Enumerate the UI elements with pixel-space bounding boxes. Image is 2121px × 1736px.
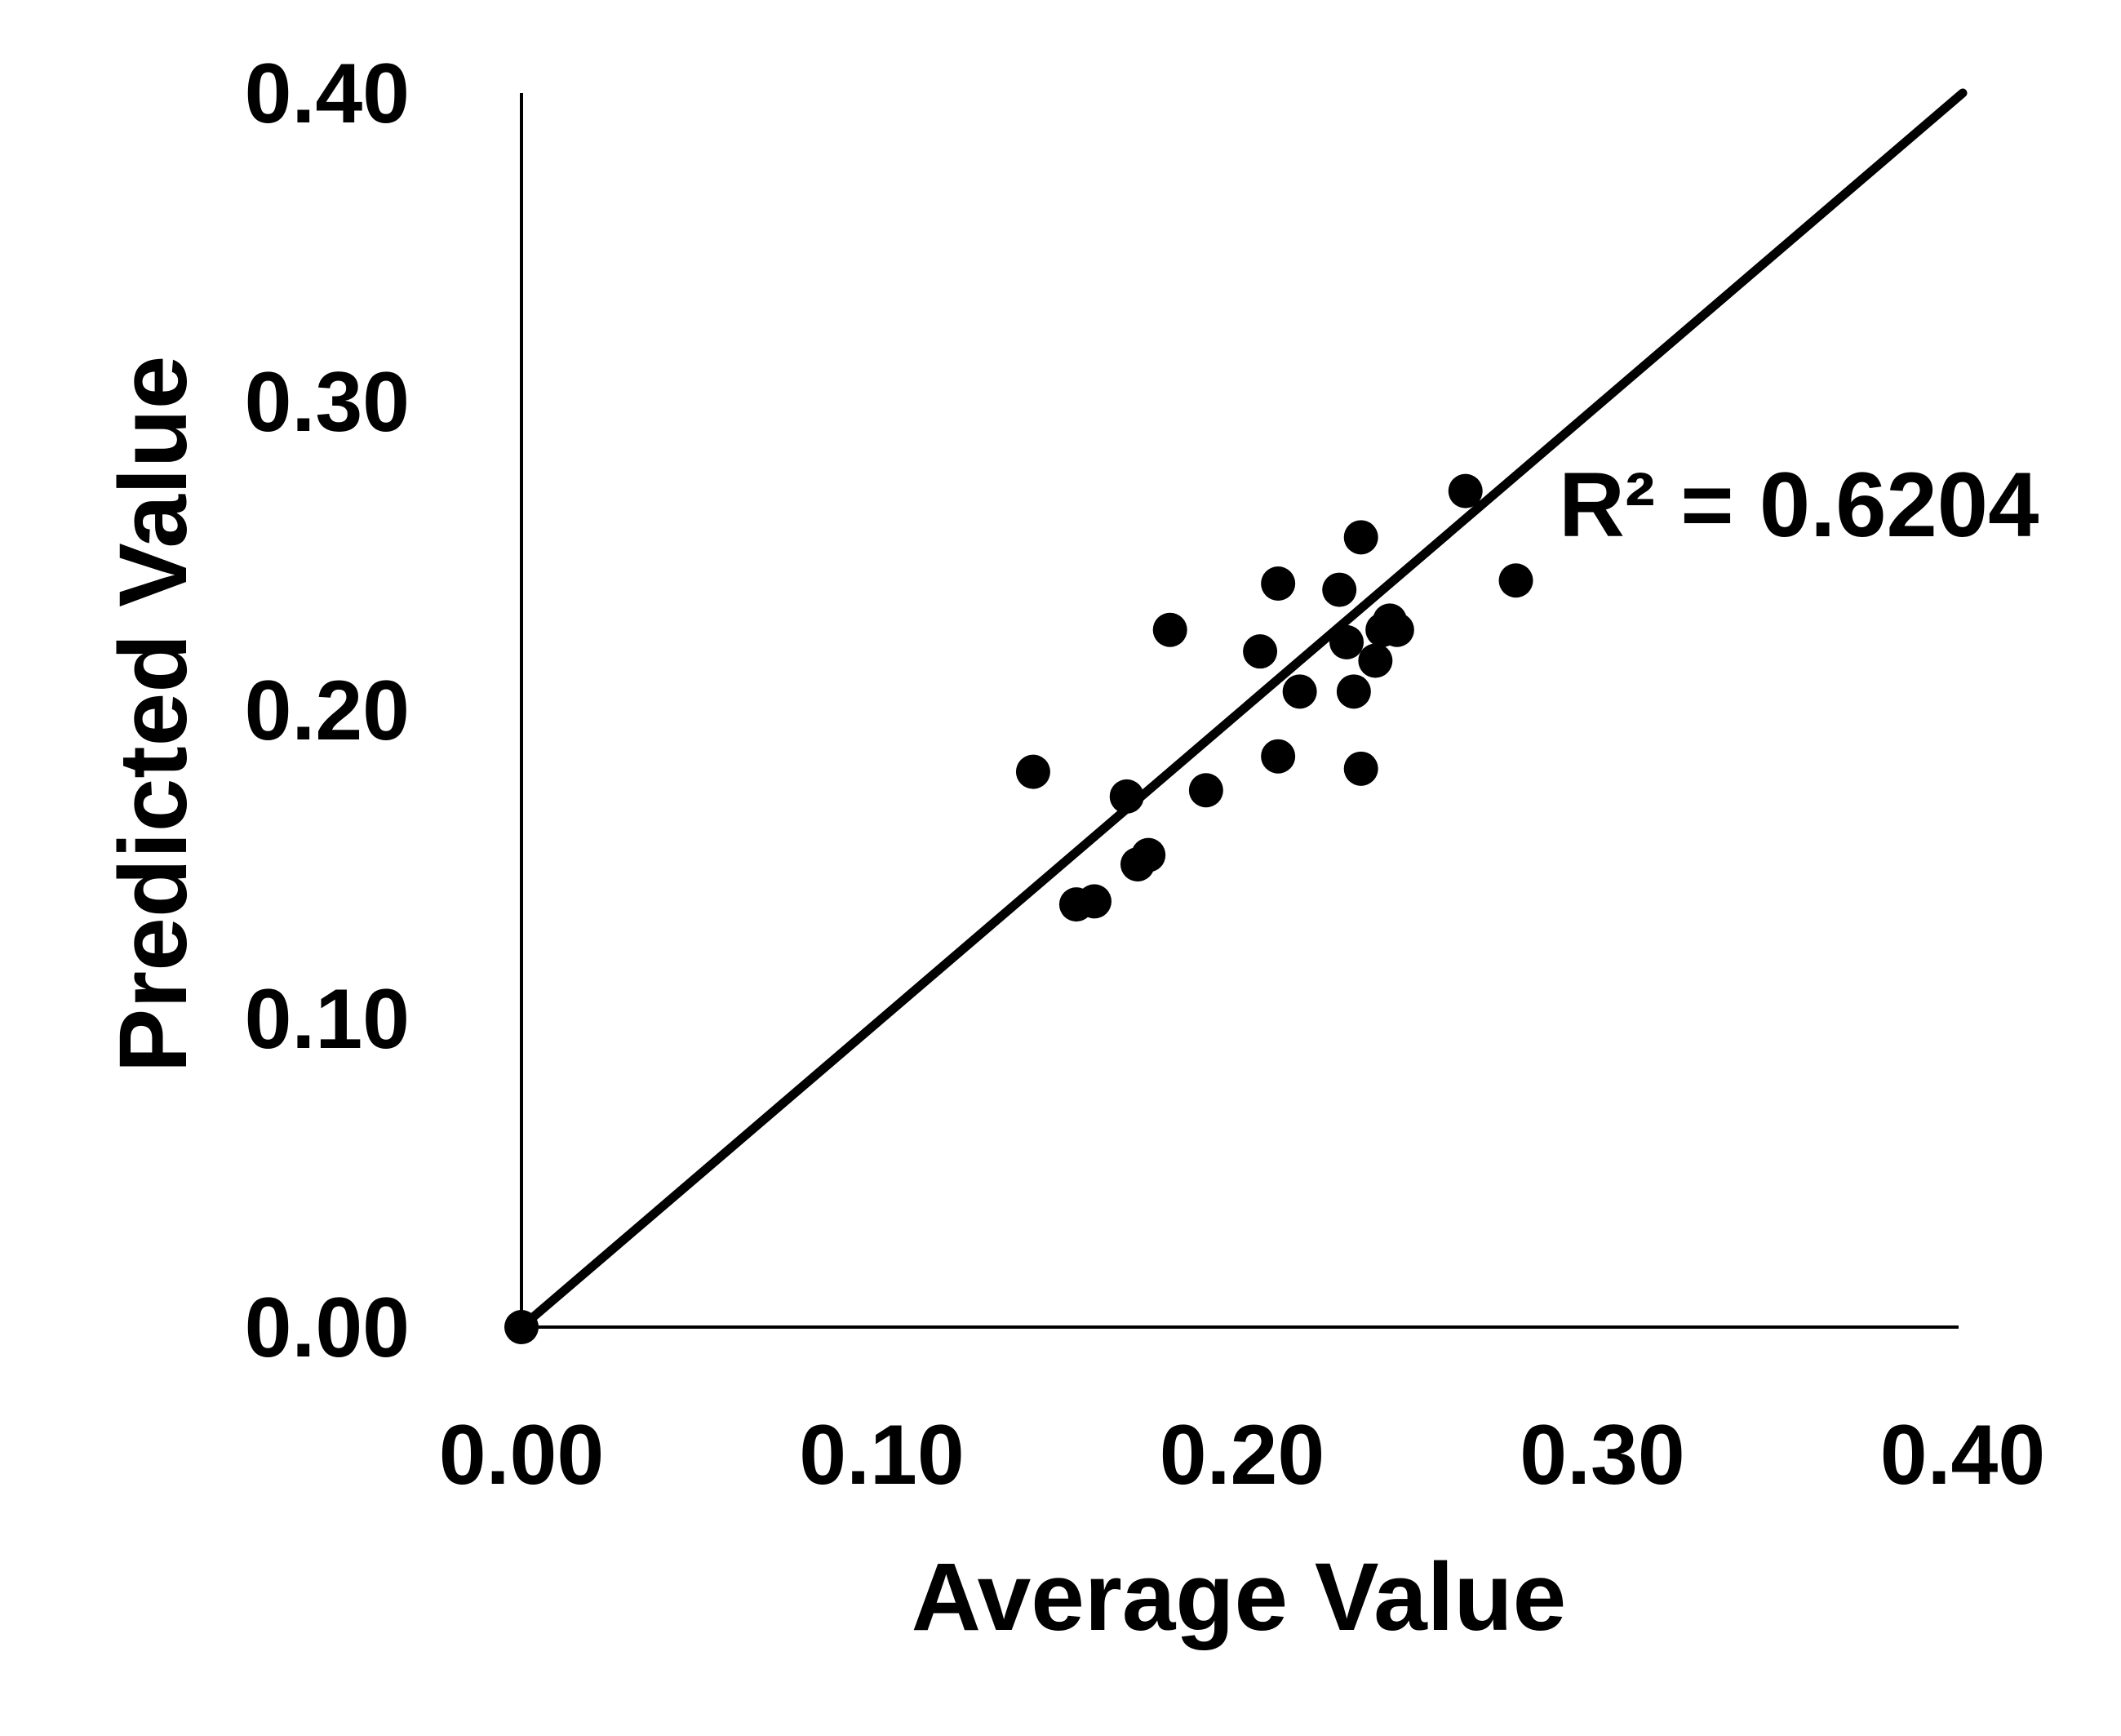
data-point <box>1329 624 1364 659</box>
r-squared-annotation: R² = 0.6204 <box>1559 454 2039 556</box>
y-tick-label: 0.20 <box>245 664 410 758</box>
x-tick-label: 0.40 <box>1880 1408 2045 1503</box>
data-point <box>1498 563 1533 598</box>
data-point <box>1336 674 1371 709</box>
data-point <box>1379 612 1414 647</box>
data-point <box>1261 566 1296 602</box>
data-point <box>1152 612 1187 647</box>
data-point <box>1109 779 1144 814</box>
x-tick-label: 0.20 <box>1160 1408 1325 1503</box>
data-point <box>1343 520 1378 555</box>
data-point <box>1015 754 1050 789</box>
data-point <box>1448 473 1483 508</box>
data-point <box>1358 643 1393 678</box>
y-tick-labels: 0.00 0.10 0.20 0.30 0.40 <box>245 47 410 1375</box>
data-point <box>1076 884 1112 919</box>
y-tick-label: 0.10 <box>245 972 410 1067</box>
data-point <box>1261 739 1296 774</box>
y-axis-title: Predicted Value <box>100 356 207 1073</box>
y-tick-label: 0.40 <box>245 47 410 141</box>
x-axis-title: Average Value <box>912 1543 1566 1651</box>
data-point <box>1131 837 1166 872</box>
data-point <box>1343 751 1378 786</box>
data-point <box>1243 634 1278 669</box>
data-points <box>504 473 1533 1344</box>
x-tick-label: 0.10 <box>799 1408 964 1503</box>
x-tick-label: 0.30 <box>1520 1408 1684 1503</box>
data-point <box>1322 572 1357 607</box>
x-tick-label: 0.00 <box>439 1408 604 1503</box>
y-tick-label: 0.00 <box>245 1281 410 1375</box>
y-tick-label: 0.30 <box>245 355 410 450</box>
data-point <box>1282 674 1317 709</box>
data-point <box>504 1310 539 1344</box>
trendline <box>517 88 1968 1332</box>
data-point <box>1188 773 1223 808</box>
x-tick-labels: 0.00 0.10 0.20 0.30 0.40 <box>439 1408 2045 1503</box>
